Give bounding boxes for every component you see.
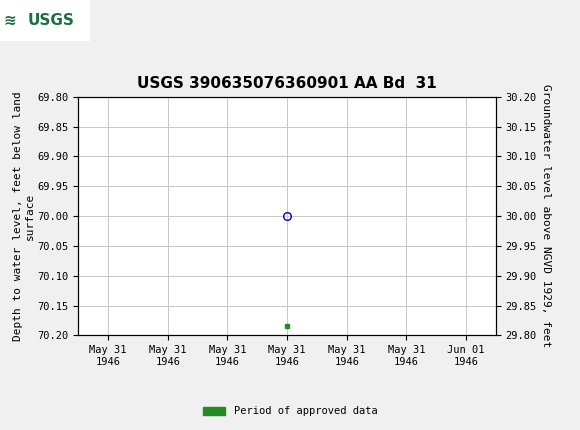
Text: USGS: USGS — [28, 13, 75, 28]
Title: USGS 390635076360901 AA Bd  31: USGS 390635076360901 AA Bd 31 — [137, 77, 437, 92]
Bar — [0, 0, 90, 41]
Y-axis label: Depth to water level, feet below land
surface: Depth to water level, feet below land su… — [13, 91, 35, 341]
Y-axis label: Groundwater level above NGVD 1929, feet: Groundwater level above NGVD 1929, feet — [541, 84, 551, 348]
Text: ≋: ≋ — [3, 13, 16, 28]
Legend: Period of approved data: Period of approved data — [198, 402, 382, 421]
